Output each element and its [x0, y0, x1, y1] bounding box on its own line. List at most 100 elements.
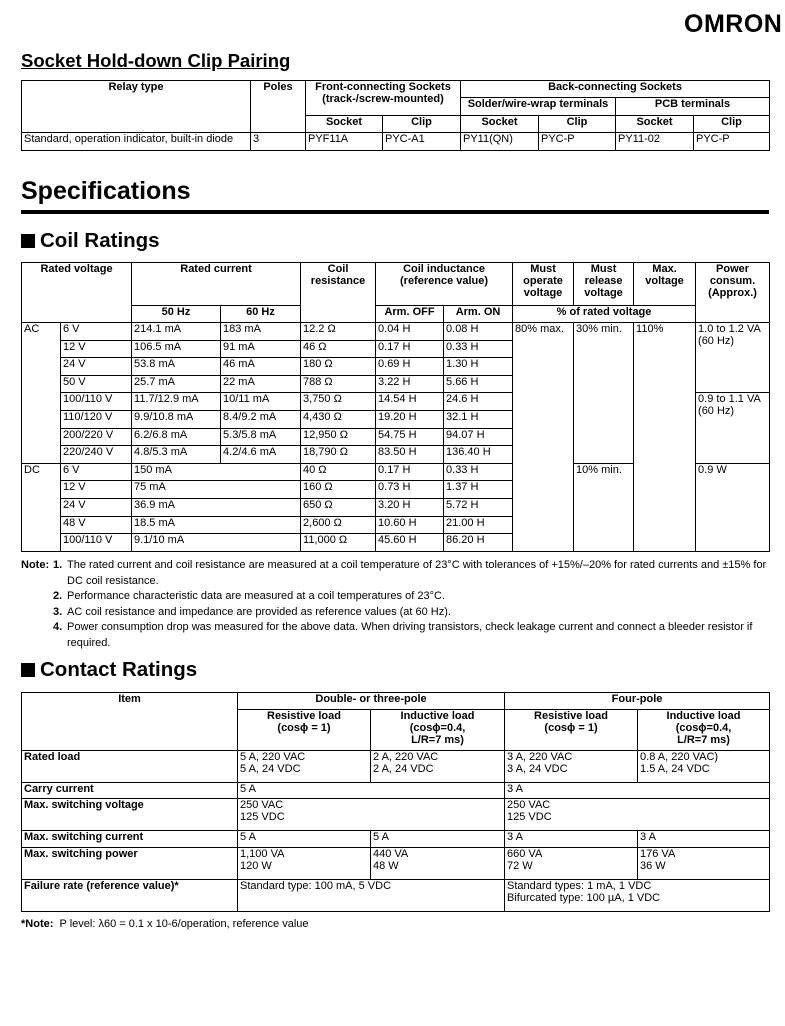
contact-ratings-title: Contact Ratings [40, 658, 198, 681]
cell: 3 [250, 132, 306, 151]
cell: 9.1/10 mA [131, 533, 302, 552]
cell: 110/120 V [59, 409, 133, 429]
must-operate-value: 80% max. [512, 322, 575, 552]
cell: 106.5 mA [131, 339, 222, 359]
cell: 0.8 A, 220 VAC) 1.5 A, 24 VDC [637, 750, 771, 783]
col-item: Item [21, 692, 238, 751]
table-row: Failure rate (reference value)* Standard… [21, 879, 771, 912]
coil-ratings-table: Rated voltage Rated current Coil resistan… [20, 262, 771, 552]
cell: 650 Ω [300, 497, 377, 517]
cell: PYF11A [305, 132, 383, 151]
row-label: Max. switching power [21, 847, 238, 880]
cell: 50 V [59, 374, 133, 394]
note-label: Note: [21, 559, 50, 571]
must-release-ac-value: 30% min. [573, 322, 635, 464]
cell: 0.73 H [375, 480, 445, 499]
row-label: Carry current [21, 782, 238, 799]
cell: 22 mA [220, 374, 302, 394]
col-50hz: 50 Hz [131, 305, 222, 323]
cell: 53.8 mA [131, 357, 222, 376]
col-socket: Socket [615, 115, 694, 133]
table-row: Max. switching voltage 250 VAC 125 VDC 25… [21, 798, 771, 831]
cell: 660 VA 72 W [504, 847, 639, 880]
cell: 19.20 H [375, 409, 445, 429]
col-pcb: PCB terminals [615, 97, 770, 116]
col-double-three-pole: Double- or three-pole [236, 692, 506, 710]
front-label: Front-connecting Sockets [315, 81, 451, 94]
front-sub: (track-/screw-mounted) [322, 93, 444, 105]
cell: 0.33 H [443, 462, 514, 482]
cell: Standard type: 100 mA, 5 VDC [236, 879, 506, 912]
cell: 220/240 V [59, 445, 133, 464]
col-poles: Poles [250, 80, 306, 133]
cell: 0.17 H [375, 462, 445, 482]
col-arm-on: Arm. ON [443, 305, 514, 323]
cell: 5 A [237, 830, 371, 848]
cell: 24.6 H [443, 392, 514, 411]
clip-pairing-title: Socket Hold-down Clip Pairing [21, 50, 291, 71]
cell: 180 Ω [300, 357, 377, 376]
cell: 36.9 mA [131, 497, 302, 517]
cell: 0.17 H [375, 339, 445, 359]
cell: 12.2 Ω [300, 322, 377, 341]
cell: 1.30 H [443, 357, 514, 376]
col-back: Back-connecting Sockets [460, 80, 770, 98]
cell: 2,600 Ω [300, 515, 377, 535]
divider [21, 210, 769, 214]
cell: 1,100 VA 120 W [237, 847, 371, 880]
table-row: 24 V 53.8 mA 46 mA 180 Ω 0.69 H 1.30 H [22, 357, 770, 376]
note-number: 2. [53, 590, 63, 602]
cell: 10.60 H [375, 515, 445, 535]
cell: 5.3/5.8 mA [220, 427, 302, 447]
cell: 18,790 Ω [300, 445, 377, 464]
note-number: 3. [53, 605, 63, 618]
col-power: Power consum. (Approx.) [695, 262, 771, 323]
cell: 3 A [504, 782, 771, 799]
cell: 5 A, 220 VAC 5 A, 24 VDC [237, 750, 371, 783]
table-row: 100/110 V 11.7/12.9 mA 10/11 mA 3,750 Ω 14.5… [22, 392, 771, 464]
cell: 10/11 mA [220, 392, 302, 411]
cell: 21.00 H [443, 515, 514, 535]
cell: 3 A, 220 VAC 3 A, 24 VDC [504, 750, 639, 783]
max-voltage-value: 110% [633, 322, 697, 552]
cell: 150 mA [131, 462, 302, 482]
cell: 12 V [59, 339, 133, 359]
square-bullet-icon [21, 234, 35, 248]
cell: 46 mA [220, 357, 302, 376]
cell: 83.50 H [375, 445, 445, 464]
cell: 11,000 Ω [300, 533, 377, 552]
contact-ratings-table: Item Double- or three-pole Four-pole Resis… [21, 692, 771, 912]
col-inductive-load: Inductive load (cosϕ=0.4, L/R=7 ms) [369, 709, 506, 751]
cell: 4.2/4.6 mA [220, 445, 302, 464]
cell: 4,430 Ω [300, 409, 377, 429]
cell: 250 VAC 125 VDC [504, 798, 771, 831]
cell: 94.07 H [443, 427, 514, 447]
ac-label: AC [21, 322, 61, 464]
col-rated-current: Rated current [131, 262, 302, 306]
table-row: DC 6 V 150 mA 40 Ω 0.17 H 0.33 H 10% min. 0.9 W [21, 462, 771, 552]
table-row: 24 V 36.9 mA 650 Ω 3.20 H 5.72 H [22, 497, 770, 517]
cell: 0.33 H [443, 339, 514, 359]
cell: 14.54 H [375, 392, 445, 411]
cell: 0.04 H [375, 322, 445, 341]
power-ac-1: 1.0 to 1.2 VA (60 Hz) [695, 321, 771, 394]
col-resistive-load: Resistive load (cosϕ = 1) [237, 709, 371, 751]
must-release-dc-value: 10% min. [573, 462, 635, 552]
cell: 5 A [236, 782, 506, 799]
col-socket: Socket [305, 115, 383, 133]
cell: 75 mA [131, 480, 302, 499]
cell: 6 V [59, 322, 133, 341]
power-dc-value: 0.9 W [695, 462, 771, 552]
table-row: Rated load 5 A, 220 VAC 5 A, 24 VDC 2 A, … [21, 750, 771, 783]
cell: 4.8/5.3 mA [131, 445, 222, 464]
col-four-pole: Four-pole [504, 692, 771, 710]
col-must-operate: Must operate voltage [512, 262, 575, 306]
col-max-voltage: Max. voltage [633, 262, 697, 306]
cell: 9.9/10.8 mA [131, 409, 222, 429]
cell: 5.72 H [443, 497, 514, 517]
dc-label: DC [21, 462, 61, 552]
cell: 86.20 H [443, 533, 514, 552]
cell: 5 A [369, 830, 506, 848]
col-rated-voltage: Rated voltage [20, 262, 133, 323]
cell: 6 V [59, 462, 133, 482]
